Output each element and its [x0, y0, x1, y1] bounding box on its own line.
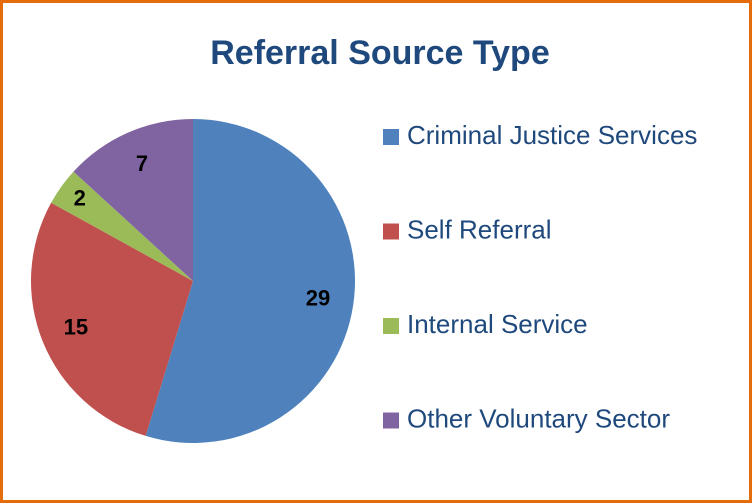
chart-title: Referral Source Type: [210, 34, 550, 72]
legend-swatch: [383, 223, 399, 240]
legend-swatch: [383, 412, 399, 429]
legend-label: Self Referral: [407, 214, 552, 244]
pie-slice: [145, 119, 356, 443]
data-label: 2: [74, 186, 86, 211]
pie-slice: [73, 119, 193, 281]
data-label: 15: [64, 314, 88, 339]
data-label: 29: [306, 285, 330, 310]
legend-swatch: [383, 129, 399, 145]
pie-slice: [31, 202, 193, 436]
legend-label: Internal Service: [407, 309, 588, 339]
pie-slice: [51, 171, 194, 281]
legend-label: Other Voluntary Sector: [407, 403, 670, 433]
legend-swatch: [383, 318, 399, 334]
legend-label: Criminal Justice Services: [407, 120, 697, 150]
data-label: 7: [136, 151, 148, 176]
